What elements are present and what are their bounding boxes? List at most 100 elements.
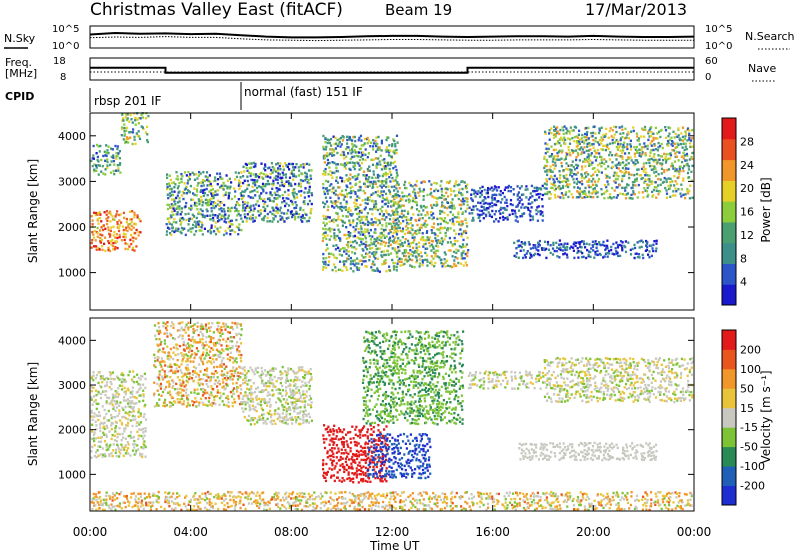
power-cell — [505, 198, 508, 202]
velocity-cell — [195, 341, 198, 344]
power-cell — [309, 174, 312, 177]
power-cell — [166, 176, 169, 179]
velocity-cell — [209, 378, 212, 382]
power-cell — [407, 242, 410, 245]
power-cell — [609, 142, 612, 145]
velocity-cell — [118, 378, 121, 381]
power-cell — [660, 128, 663, 132]
power-cell — [210, 192, 213, 195]
velocity-cell — [163, 370, 166, 373]
power-cell — [617, 161, 621, 165]
power-cell — [530, 184, 533, 188]
power-cell — [139, 117, 142, 120]
power-cell — [566, 153, 569, 156]
velocity-cell — [197, 341, 200, 344]
velocity-cell — [177, 393, 180, 397]
power-cell — [686, 190, 689, 193]
power-cell — [355, 241, 358, 245]
power-cell — [384, 171, 387, 175]
velocity-cell — [174, 353, 177, 357]
power-cell — [352, 219, 355, 222]
power-cell — [218, 204, 221, 207]
velocity-cell — [92, 386, 95, 389]
power-cell — [444, 265, 447, 268]
velocity-cell — [185, 368, 188, 371]
power-cell — [641, 191, 644, 194]
velocity-cell — [202, 334, 205, 338]
velocity-cell — [176, 343, 179, 347]
velocity-cell — [215, 348, 219, 351]
velocity-cell — [245, 372, 248, 375]
power-cell — [646, 195, 649, 198]
power-cell — [299, 182, 302, 185]
velocity-cell — [174, 401, 177, 404]
power-cell — [480, 209, 484, 213]
velocity-cell — [196, 321, 199, 325]
power-cell — [477, 190, 480, 193]
power-cell — [577, 191, 580, 194]
power-cell — [580, 137, 583, 140]
power-cell — [107, 248, 110, 252]
power-cell — [366, 136, 369, 140]
velocity-cell — [209, 350, 212, 353]
velocity-cell — [108, 386, 111, 389]
power-cell — [123, 133, 126, 136]
power-cell — [650, 126, 653, 129]
velocity-cell — [225, 404, 228, 407]
power-cell — [380, 190, 383, 193]
power-cell — [552, 183, 555, 186]
power-cell — [172, 207, 175, 210]
power-cell — [438, 228, 441, 231]
power-cell — [238, 187, 241, 191]
power-cell — [385, 241, 388, 245]
power-cell — [110, 147, 113, 150]
power-cell — [653, 240, 656, 243]
power-cell — [543, 248, 547, 252]
power-cell — [224, 213, 227, 216]
velocity-cell — [97, 392, 100, 395]
power-cell — [398, 194, 401, 198]
power-cell — [245, 220, 248, 223]
power-cell — [191, 171, 194, 174]
power-cell — [228, 177, 231, 181]
power-cell — [566, 168, 570, 171]
velocity-cell — [156, 376, 159, 379]
power-cell — [242, 206, 245, 210]
velocity-cell — [124, 392, 127, 396]
power-cell — [189, 217, 192, 220]
power-cell — [687, 168, 690, 171]
power-cell — [349, 213, 352, 216]
power-cell — [363, 137, 366, 141]
power-cell — [457, 232, 461, 236]
velocity-cell — [262, 372, 265, 376]
power-cell — [221, 177, 224, 180]
power-cell — [665, 178, 668, 181]
power-cell — [188, 219, 191, 222]
power-cell — [648, 180, 651, 183]
power-cell — [621, 166, 624, 170]
power-cell — [358, 168, 361, 171]
power-cell — [105, 213, 108, 216]
power-cell — [573, 139, 576, 143]
power-cell — [691, 164, 694, 168]
power-cell — [379, 154, 382, 157]
noise-right-tick-top: 10^5 — [705, 24, 732, 35]
velocity-cell — [201, 377, 204, 381]
power-cell — [290, 210, 293, 213]
power-cell — [455, 220, 458, 223]
power-cell — [563, 158, 566, 161]
power-cell — [434, 261, 437, 265]
power-cell — [429, 187, 432, 191]
velocity-cell — [144, 386, 147, 389]
power-cell — [453, 216, 456, 219]
power-cell — [115, 233, 118, 236]
power-cell — [210, 202, 213, 206]
power-cell — [394, 236, 397, 239]
power-cell — [345, 178, 348, 181]
power-cell — [304, 179, 307, 182]
power-cell — [380, 168, 383, 171]
velocity-cell — [99, 445, 102, 448]
power-cell — [666, 143, 669, 146]
power-cell — [205, 171, 209, 174]
power-cell — [303, 200, 306, 203]
